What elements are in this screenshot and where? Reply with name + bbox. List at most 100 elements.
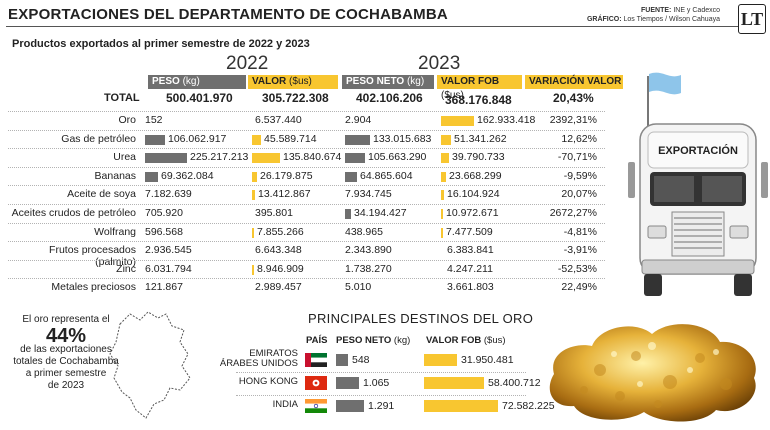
chart-subtitle: Productos exportados al primer semestre … (12, 38, 310, 50)
col-valor-unit: ($us) (289, 76, 312, 87)
row-divider (8, 278, 605, 280)
value-peso-2022: 596.568 (145, 225, 183, 238)
bar-valor-2022 (252, 171, 257, 182)
value-peso-2022: 6.031.794 (145, 262, 192, 275)
value-valor-2022: 135.840.674 (283, 151, 342, 164)
row-divider (8, 129, 605, 131)
newspaper-logo: LT (738, 4, 766, 34)
value-valor-2022: 7.855.266 (257, 225, 304, 238)
truck-grille (671, 211, 725, 257)
value-variacion: 2392,31% (549, 114, 597, 126)
country-name-line2: INDIA (272, 399, 298, 410)
row-divider (8, 185, 605, 187)
value-peso-2023: 133.015.683 (373, 132, 432, 145)
value-valor-2023: 162.933.418 (477, 114, 536, 126)
country-name-line2: HONG KONG (238, 376, 298, 387)
bar-valor-2022 (252, 264, 254, 275)
value-valor-2022: 6.643.348 (255, 244, 302, 257)
dest-bar-valor (424, 400, 498, 412)
product-name: Aceites crudos de petróleo (11, 207, 136, 219)
value-valor-2022: 8.946.909 (257, 262, 304, 275)
credits: FUENTE: INE y Cadexco GRÁFICO: Los Tiemp… (587, 6, 720, 24)
row-divider (8, 259, 605, 261)
source-label: FUENTE: (641, 7, 672, 14)
product-name: Frutos procesados (palmito) (49, 244, 136, 269)
graphic-text: Los Tiempos / Wilson Cahuaya (623, 16, 721, 23)
value-valor-2022: 6.537.440 (255, 114, 302, 126)
bar-peso-2023 (345, 134, 370, 145)
dest-col-peso-label: PESO NETO (336, 335, 392, 346)
product-name: Gas de petróleo (61, 132, 136, 145)
dest-col-pais: PAÍS (306, 335, 328, 346)
bar-peso-2023 (345, 209, 351, 219)
total-variacion: 20,43% (553, 91, 594, 105)
row-divider (8, 222, 605, 224)
product-name: Metales preciosos (51, 281, 136, 294)
dest-value-valor: 72.582.225 (502, 400, 555, 412)
row-divider (8, 111, 605, 112)
india-flag-icon (305, 399, 327, 413)
value-valor-2023: 3.661.803 (447, 281, 494, 294)
value-variacion: -52,53% (557, 262, 597, 275)
value-variacion: -3,91% (563, 244, 597, 257)
map-outline (109, 311, 191, 419)
country-name: INDIA (206, 400, 298, 410)
dest-col-peso: PESO NETO (kg) (336, 335, 410, 346)
flag-icon (649, 72, 681, 95)
value-peso-2023: 438.965 (345, 225, 383, 238)
country-name-line1: EMIRATOS (249, 348, 298, 359)
dest-bar-peso (336, 377, 359, 389)
value-peso-2022: 2.936.545 (145, 244, 192, 257)
bar-valor-2023 (441, 209, 443, 219)
col-peso-unit: (kg) (182, 76, 200, 87)
total-peso-2023: 402.106.206 (356, 91, 423, 105)
total-peso-2022: 500.401.970 (166, 91, 233, 105)
product-name: Bananas (94, 169, 136, 182)
map-line1: El oro representa el (22, 314, 110, 325)
dest-value-peso: 548 (352, 354, 370, 366)
value-valor-2022: 13.412.867 (258, 188, 311, 201)
value-peso-2023: 105.663.290 (368, 151, 427, 164)
col-valor-fob-2023: VALOR FOB ($us) (437, 75, 522, 101)
col-peso-neto-label: PESO NETO (346, 76, 405, 87)
country-name: HONG KONG (206, 377, 298, 387)
source-text: INE y Cadexco (673, 7, 720, 14)
value-valor-2023: 7.477.509 (446, 225, 493, 238)
year-2022: 2022 (226, 53, 269, 74)
dest-row-divider (236, 395, 526, 396)
total-valor-2022: 305.722.308 (262, 91, 329, 105)
truck-label: EXPORTACIÓN (658, 144, 738, 157)
country-name-line2: ÁRABES UNIDOS (219, 358, 298, 369)
bar-peso-2023 (345, 171, 357, 182)
gold-nugget (549, 324, 756, 422)
col-variacion: VARIACIÓN VALOR (525, 75, 623, 89)
dest-col-peso-unit: (kg) (393, 335, 411, 346)
value-peso-2022: 7.182.639 (145, 188, 192, 201)
bar-valor-2023 (441, 153, 449, 164)
dest-value-peso: 1.291 (368, 400, 395, 412)
truck-bumper (641, 259, 755, 275)
value-valor-2022: 395.801 (255, 207, 293, 219)
bar-valor-2023 (441, 116, 474, 126)
windshield-left (654, 176, 694, 202)
map-line4: a primer semestre (25, 368, 107, 379)
total-label: TOTAL (104, 92, 140, 104)
bar-peso-2022 (145, 171, 158, 182)
uae-flag-icon (305, 353, 327, 367)
page-title: EXPORTACIONES DEL DEPARTAMENTO DE COCHAB… (8, 6, 448, 23)
dest-row-divider (236, 372, 526, 373)
value-variacion: 12,62% (561, 132, 597, 145)
dest-bar-valor (424, 354, 457, 366)
bar-peso-2022 (145, 153, 187, 164)
value-valor-2022: 45.589.714 (264, 132, 317, 145)
dest-bar-valor (424, 377, 484, 389)
row-divider (8, 166, 605, 168)
value-valor-2023: 6.383.841 (447, 244, 494, 257)
col-valor-2022: VALOR ($us) (248, 75, 338, 89)
total-valor-2023: 368.176.848 (445, 93, 512, 107)
value-valor-2023: 4.247.211 (447, 262, 493, 275)
value-variacion: 2672,27% (549, 207, 597, 219)
bar-valor-2022 (252, 190, 255, 201)
left-wheel (644, 274, 662, 296)
bar-peso-2022 (145, 134, 165, 145)
